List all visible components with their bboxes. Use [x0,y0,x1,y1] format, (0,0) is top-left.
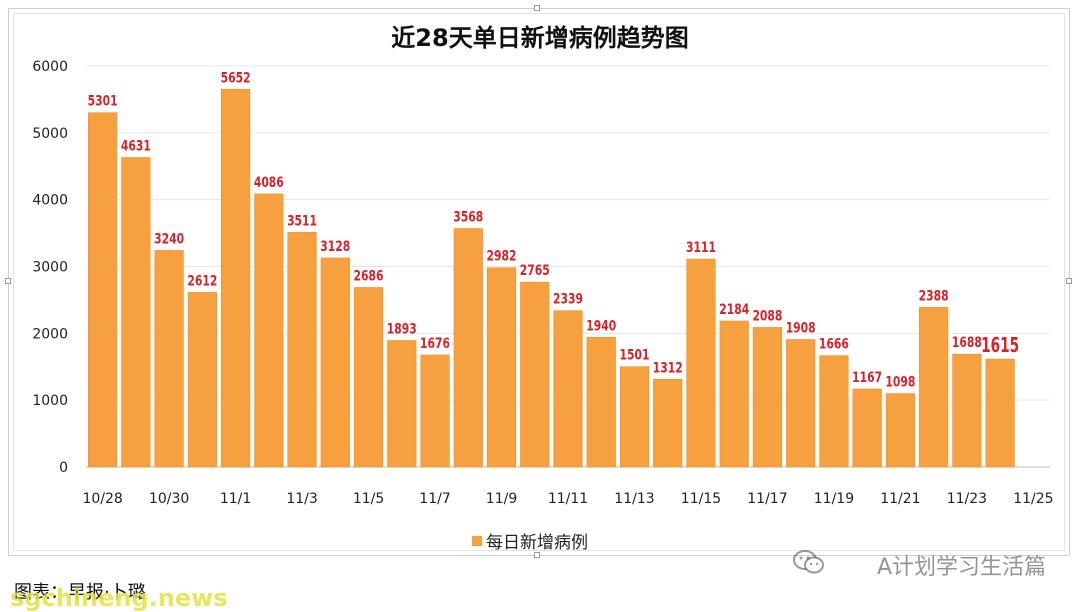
y-tick-label: 5000 [32,126,68,142]
bar [553,310,583,468]
data-label: 1940 [586,318,616,334]
chart-title: 近28天单日新增病例趋势图 [391,24,689,52]
data-label: 4631 [121,138,151,154]
x-tick-label: 11/25 [1013,491,1053,507]
bar [220,88,251,468]
bar [486,267,517,468]
data-label: 2088 [752,308,782,324]
bar [453,228,483,468]
data-label: 4086 [254,175,284,191]
x-tick-label: 11/15 [681,491,721,507]
data-label: 3511 [287,213,317,229]
bar [752,327,783,468]
bar [387,340,417,468]
data-label: 2686 [354,268,384,284]
x-tick-label: 11/11 [548,491,588,507]
data-label-highlight: 1615 [981,333,1019,357]
x-tick-label: 11/19 [814,491,854,507]
data-label: 2184 [719,302,749,318]
x-tick-label: 11/13 [614,491,654,507]
data-label: 3240 [154,231,184,247]
data-label: 1908 [786,320,816,336]
x-tick-label: 11/7 [419,491,450,507]
y-tick-label: 0 [59,460,68,476]
x-tick-label: 10/30 [149,491,189,507]
data-label: 3128 [320,239,350,255]
data-label: 1676 [420,336,450,352]
data-label: 3111 [686,240,716,256]
data-label: 1893 [387,321,417,337]
bar [520,281,550,468]
legend-label: 每日新增病例 [486,533,588,553]
bar [320,257,350,468]
y-tick-label: 2000 [32,326,68,342]
data-label: 3568 [453,210,483,226]
bar [852,388,882,468]
resize-handle-left[interactable] [5,278,11,284]
y-tick-label: 6000 [32,59,68,75]
resize-handle-bottom[interactable] [534,552,540,558]
data-label: 5301 [88,94,118,110]
data-label: 2388 [919,288,949,304]
chart-frame-inner [13,13,1065,551]
y-tick-label: 3000 [32,260,68,276]
data-label: 2339 [553,292,583,308]
bar [885,393,916,468]
data-label: 1098 [885,375,915,391]
bar [353,287,384,468]
legend-swatch [472,535,482,546]
bar [121,157,151,468]
bar [420,354,450,468]
source-credit: 图表：早报·卜璐 [14,582,146,603]
y-tick-label: 4000 [32,193,68,209]
x-tick-label: 11/5 [353,491,384,507]
legend: 每日新增病例 [472,528,588,553]
bar [187,292,217,468]
x-tick-label: 11/3 [286,491,317,507]
bar [287,232,317,468]
bar [88,112,118,468]
bar [254,193,284,468]
bar [985,358,1015,468]
data-label: 1167 [852,370,882,386]
bar [919,307,949,468]
x-tick-label: 11/23 [947,491,987,507]
data-label: 2612 [187,273,217,289]
bar [952,353,982,468]
x-tick-label: 11/9 [486,491,517,507]
bar [653,379,683,468]
x-tick-label: 11/17 [747,491,787,507]
data-label: 2765 [520,263,550,279]
y-tick-label: 1000 [32,393,68,409]
data-label: 1501 [619,348,649,364]
x-tick-label: 10/28 [82,491,122,507]
data-label: 5652 [221,70,251,86]
bar [619,366,650,468]
data-label: 2982 [487,249,517,265]
x-tick-label: 11/1 [220,491,251,507]
site-watermark: sgchineng.news [10,584,228,612]
bar [686,258,716,468]
bar [819,355,849,468]
wechat-icon [793,550,824,574]
data-label: 1312 [653,360,683,376]
bar [719,320,749,468]
resize-handle-top[interactable] [534,5,540,11]
resize-handle-right[interactable] [1066,278,1072,284]
bar [154,250,184,468]
data-label: 1688 [952,335,982,351]
bar [786,339,816,468]
x-tick-label: 11/21 [880,491,920,507]
bar [586,337,616,468]
account-watermark: A计划学习生活篇 [876,555,1046,580]
data-label: 1666 [819,337,849,353]
